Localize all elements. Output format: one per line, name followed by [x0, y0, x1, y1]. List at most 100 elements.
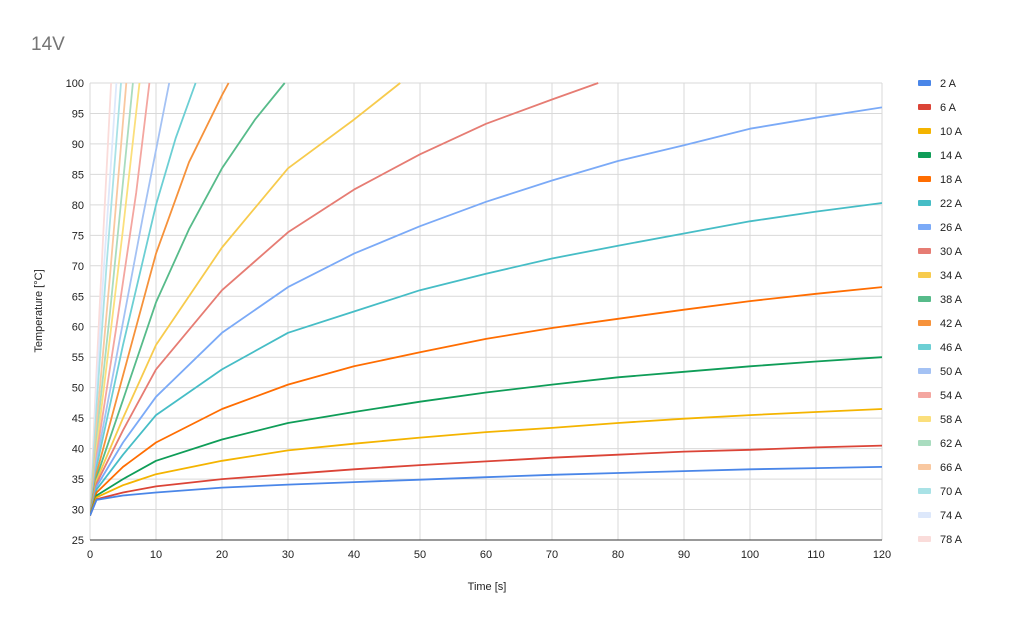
legend-label: 42 A [940, 318, 963, 330]
x-tick-label: 60 [480, 549, 492, 561]
legend-swatch [918, 488, 931, 494]
y-axis-label: Temperature [°C] [33, 269, 45, 352]
y-tick-label: 30 [72, 505, 84, 517]
legend-label: 62 A [940, 438, 963, 450]
x-tick-label: 0 [87, 549, 93, 561]
x-tick-label: 30 [282, 549, 294, 561]
series-line-30a [90, 82, 599, 516]
y-tick-label: 80 [72, 200, 84, 212]
series-line-18a [90, 286, 882, 516]
series-line-38a [90, 82, 286, 516]
legend-label: 74 A [940, 510, 963, 522]
legend-swatch [918, 536, 931, 542]
legend-label: 14 A [940, 150, 963, 162]
x-tick-label: 120 [873, 549, 891, 561]
series-line-26a [90, 106, 882, 516]
legend-item: 74 A [918, 510, 963, 522]
legend-item: 58 A [918, 414, 963, 426]
series-group [90, 82, 882, 516]
legend-label: 38 A [940, 294, 963, 306]
legend-label: 58 A [940, 414, 963, 426]
legend-swatch [918, 200, 931, 206]
x-tick-label: 110 [807, 549, 825, 561]
x-tick-label: 50 [414, 549, 426, 561]
legend-label: 66 A [940, 462, 963, 474]
legend-label: 70 A [940, 486, 963, 498]
legend-swatch [918, 464, 931, 470]
legend-swatch [918, 320, 931, 326]
legend: 2 A 6 A 10 A 14 A 18 A 22 A 26 A 30 A 34 A 38 A 42… [918, 78, 963, 546]
legend-label: 2 A [940, 78, 957, 90]
y-tick-label: 35 [72, 474, 84, 486]
legend-label: 46 A [940, 342, 963, 354]
legend-item: 10 A [918, 126, 963, 138]
legend-item: 46 A [918, 342, 963, 354]
legend-item: 50 A [918, 366, 963, 378]
legend-swatch [918, 248, 931, 254]
x-tick-label: 80 [612, 549, 624, 561]
series-line-22a [90, 202, 882, 516]
legend-swatch [918, 272, 931, 278]
legend-item: 30 A [918, 246, 963, 258]
x-tick-label: 100 [741, 549, 759, 561]
legend-label: 18 A [940, 174, 963, 186]
legend-item: 38 A [918, 294, 963, 306]
legend-item: 14 A [918, 150, 963, 162]
legend-label: 54 A [940, 390, 963, 402]
legend-item: 78 A [918, 534, 963, 546]
legend-item: 22 A [918, 198, 963, 210]
x-tick-label: 90 [678, 549, 690, 561]
y-tick-label: 40 [72, 444, 84, 456]
legend-item: 6 A [918, 102, 957, 114]
series-line-10a [90, 408, 882, 516]
y-tick-label: 90 [72, 139, 84, 151]
legend-item: 70 A [918, 486, 963, 498]
series-line-34a [90, 82, 401, 516]
y-tick-label: 75 [72, 230, 84, 242]
legend-item: 34 A [918, 270, 963, 282]
series-line-6a [90, 444, 882, 516]
legend-label: 26 A [940, 222, 963, 234]
x-axis-label: Time [s] [468, 581, 507, 593]
legend-swatch [918, 128, 931, 134]
legend-swatch [918, 152, 931, 158]
y-tick-label: 85 [72, 169, 84, 181]
y-tick-label: 50 [72, 383, 84, 395]
series-line-2a [90, 466, 882, 516]
legend-label: 6 A [940, 102, 957, 114]
legend-swatch [918, 80, 931, 86]
legend-label: 30 A [940, 246, 963, 258]
y-tick-label: 45 [72, 413, 84, 425]
legend-swatch [918, 344, 931, 350]
legend-item: 62 A [918, 438, 963, 450]
legend-item: 18 A [918, 174, 963, 186]
legend-label: 22 A [940, 198, 963, 210]
y-tick-label: 55 [72, 352, 84, 364]
legend-swatch [918, 512, 931, 518]
y-tick-label: 70 [72, 261, 84, 273]
legend-swatch [918, 416, 931, 422]
legend-label: 78 A [940, 534, 963, 546]
legend-swatch [918, 176, 931, 182]
y-tick-label: 100 [66, 78, 84, 90]
legend-item: 26 A [918, 222, 963, 234]
y-tick-label: 95 [72, 108, 84, 120]
grid [89, 82, 883, 541]
legend-swatch [918, 224, 931, 230]
x-tick-label: 70 [546, 549, 558, 561]
chart-title: 14V [31, 34, 65, 55]
y-tick-label: 60 [72, 322, 84, 334]
legend-swatch [918, 392, 931, 398]
x-tick-label: 10 [150, 549, 162, 561]
legend-item: 54 A [918, 390, 963, 402]
series-line-42a [90, 82, 230, 516]
legend-swatch [918, 368, 931, 374]
legend-item: 2 A [918, 78, 957, 90]
legend-label: 10 A [940, 126, 963, 138]
series-line-14a [90, 356, 882, 516]
legend-swatch [918, 104, 931, 110]
legend-item: 66 A [918, 462, 963, 474]
legend-swatch [918, 296, 931, 302]
legend-label: 50 A [940, 366, 963, 378]
